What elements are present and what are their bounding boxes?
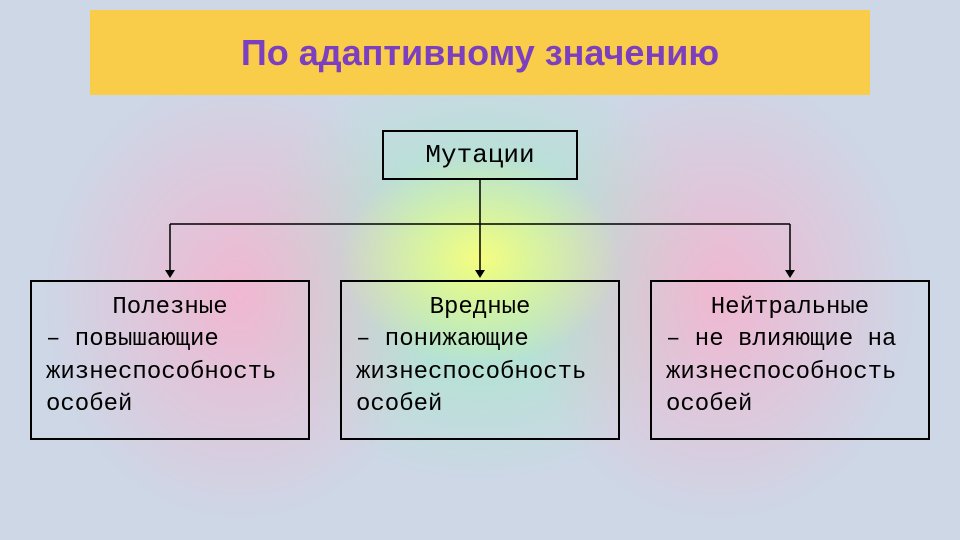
leaf-node-neutral: Нейтральные – не влияющие на жизнеспособ… bbox=[650, 280, 930, 440]
root-node: Мутации bbox=[382, 130, 578, 180]
leaf-body: – не влияющие на жизнеспособность особей bbox=[666, 326, 896, 418]
leaf-body: – понижающие жизнеспособность особей bbox=[356, 326, 586, 418]
leaf-title: Нейтральные bbox=[666, 292, 914, 324]
leaf-node-harmful: Вредные – понижающие жизнеспособность ос… bbox=[340, 280, 620, 440]
title-banner: По адаптивному значению bbox=[90, 10, 870, 95]
leaf-node-beneficial: Полезные – повышающие жизнеспособность о… bbox=[30, 280, 310, 440]
leaf-title: Вредные bbox=[356, 292, 604, 324]
leaf-body: – повышающие жизнеспособность особей bbox=[46, 326, 276, 418]
leaf-title: Полезные bbox=[46, 292, 294, 324]
